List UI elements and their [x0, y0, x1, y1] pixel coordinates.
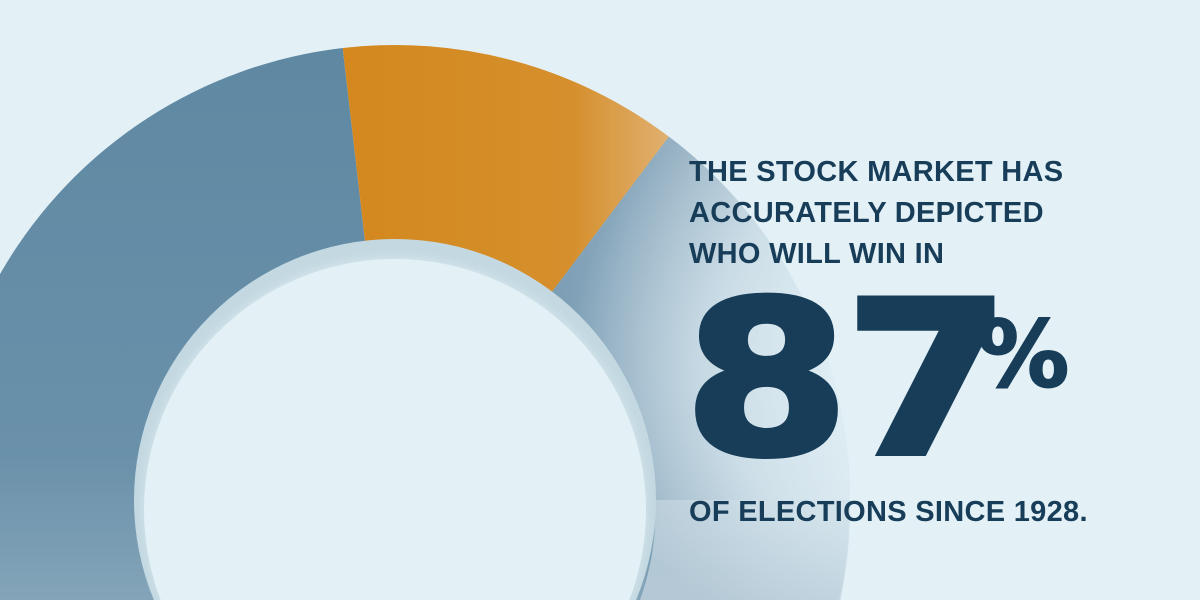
stat-figure: 87 %: [681, 271, 1071, 489]
headline-line-1: THE STOCK MARKET HAS: [689, 156, 1064, 188]
percent-sign: %: [976, 301, 1070, 408]
donut-segment-incorrect: [342, 44, 669, 293]
stat-value: 87: [681, 256, 1014, 503]
headline-line-2: ACCURATELY DEPICTED: [689, 197, 1044, 229]
stat-caption: OF ELECTIONS SINCE 1928.: [689, 496, 1088, 528]
text-glow: [570, 60, 1200, 600]
donut-hole: [144, 259, 646, 600]
headline-line-3: WHO WILL WIN IN: [689, 238, 945, 270]
headline-block: THE STOCK MARKET HAS ACCURATELY DEPICTED…: [689, 152, 1063, 275]
